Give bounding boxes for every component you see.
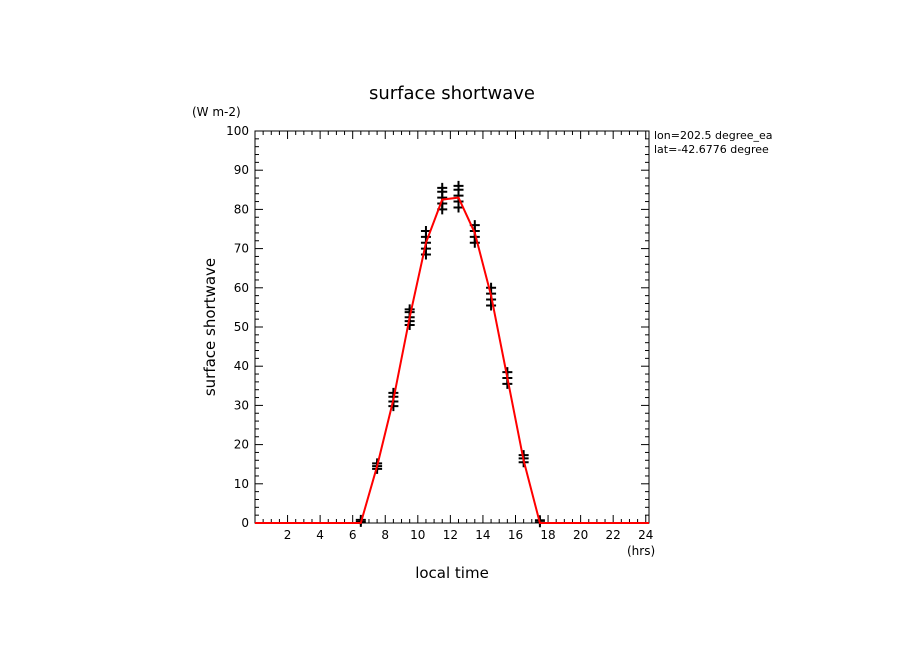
plus-marker bbox=[486, 282, 497, 293]
y-tick-label: 40 bbox=[234, 359, 249, 373]
y-tick-label: 30 bbox=[234, 398, 249, 412]
x-tick-label: 4 bbox=[316, 528, 324, 542]
y-tick-label: 70 bbox=[234, 242, 249, 256]
y-tick-label: 50 bbox=[234, 320, 249, 334]
y-units-label: (W m-2) bbox=[192, 105, 241, 119]
data-lines bbox=[255, 196, 649, 524]
x-tick-label: 8 bbox=[381, 528, 389, 542]
tick-labels: 2 4 6 8 10 12 14 16 18 20 22 2401020304050607080901… bbox=[226, 124, 653, 542]
x-tick-label: 18 bbox=[540, 528, 555, 542]
data-markers bbox=[355, 180, 545, 528]
y-axis-label: surface shortwave bbox=[201, 258, 219, 396]
y-tick-label: 20 bbox=[234, 438, 249, 452]
axis-ticks bbox=[255, 130, 649, 524]
y-tick-label: 10 bbox=[234, 477, 249, 491]
lon-annotation: lon=202.5 degree_ea bbox=[654, 129, 773, 142]
y-tick-label: 90 bbox=[234, 163, 249, 177]
y-tick-label: 60 bbox=[234, 281, 249, 295]
lat-annotation: lat=-42.6776 degree bbox=[654, 143, 769, 156]
x-units-label: (hrs) bbox=[627, 544, 655, 558]
x-tick-label: 6 bbox=[349, 528, 357, 542]
plus-marker bbox=[420, 225, 431, 236]
x-axis-label: local time bbox=[415, 564, 489, 582]
plus-marker bbox=[437, 182, 448, 193]
y-tick-label: 80 bbox=[234, 202, 249, 216]
x-tick-label: 24 bbox=[638, 528, 653, 542]
x-tick-label: 14 bbox=[475, 528, 490, 542]
plot-frame bbox=[254, 130, 650, 524]
x-tick-label: 22 bbox=[606, 528, 621, 542]
chart-title: surface shortwave bbox=[369, 83, 535, 104]
y-tick-label: 100 bbox=[226, 124, 249, 138]
x-tick-label: 16 bbox=[508, 528, 523, 542]
y-tick-label: 0 bbox=[241, 516, 249, 530]
x-tick-label: 20 bbox=[573, 528, 588, 542]
x-tick-label: 2 bbox=[284, 528, 292, 542]
plus-marker bbox=[453, 180, 464, 191]
x-tick-label: 10 bbox=[410, 528, 425, 542]
x-tick-label: 12 bbox=[443, 528, 458, 542]
series-line bbox=[255, 196, 649, 524]
